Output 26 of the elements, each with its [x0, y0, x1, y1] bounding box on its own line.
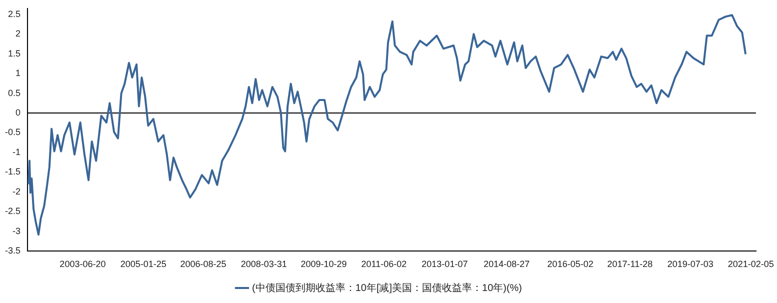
legend-label: (中债国债到期收益率：10年[减]美国：国债收益率：10年)(%): [252, 282, 522, 294]
y-tick-label: 2: [15, 28, 21, 39]
y-tick-label: -1: [12, 146, 21, 157]
x-tick-label: 2019-07-03: [667, 259, 714, 270]
x-tick-label: 2021-02-05: [728, 259, 774, 270]
y-tick-label: 1.5: [8, 48, 21, 58]
x-tick-label: 2003-06-20: [60, 259, 106, 270]
x-tick-label: 2009-10-29: [300, 259, 347, 270]
y-tick-label: 0: [15, 108, 21, 118]
x-tick-label: 2016-05-02: [547, 259, 594, 270]
y-tick-label: -0.5: [4, 127, 21, 138]
y-tick-label: 0.5: [8, 88, 21, 98]
x-tick-label: 2008-03-31: [240, 259, 287, 270]
x-tick-label: 2011-06-02: [361, 259, 407, 270]
y-tick-label: 1: [15, 68, 21, 78]
y-tick-label: -2: [12, 186, 21, 196]
x-tick-label: 2014-08-27: [484, 259, 530, 270]
x-tick-label: 2006-08-25: [180, 259, 226, 270]
x-tick-label: 2013-01-07: [422, 259, 468, 270]
x-tick-label: 2005-01-25: [120, 259, 166, 270]
y-tick-label: -1.5: [4, 166, 21, 177]
y-tick-label: -3.5: [4, 246, 21, 256]
y-tick-label: 2.5: [8, 8, 21, 19]
x-tick-label: 2017-11-28: [607, 259, 653, 270]
y-tick-label: -2.5: [4, 206, 21, 216]
y-tick-label: -3: [12, 226, 21, 236]
